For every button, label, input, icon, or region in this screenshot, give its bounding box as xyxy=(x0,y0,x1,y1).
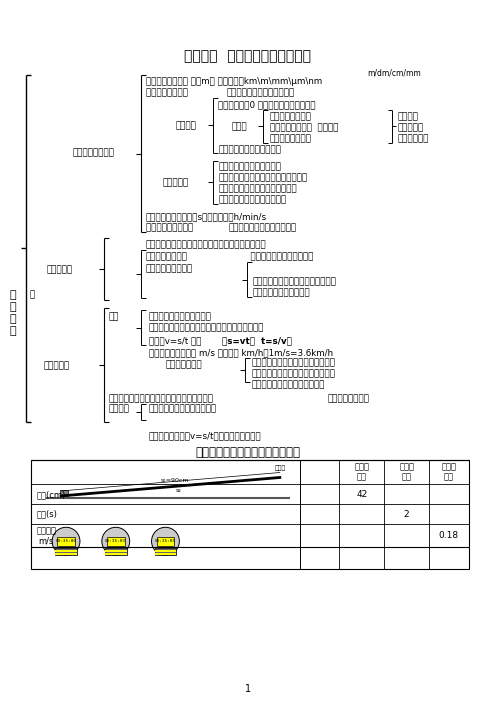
Text: 【最简单的运动】: 【最简单的运动】 xyxy=(327,394,370,403)
Bar xyxy=(31,460,469,569)
Bar xyxy=(55,551,77,552)
Text: 车由甲
至乙: 车由甲 至乙 xyxy=(354,463,370,482)
Text: 单位：国际单位制 米（m） 常用单位：km\m\mm\μm\nm: 单位：国际单位制 米（m） 常用单位：km\m\mm\μm\nm xyxy=(146,77,322,86)
Text: 单位及换算：国际制 m/s 常用单位 km/h；1m/s=3.6km/h: 单位及换算：国际制 m/s 常用单位 km/h；1m/s=3.6km/h xyxy=(149,348,333,357)
Text: 细铜线直径: 细铜线直径 xyxy=(397,123,424,132)
Text: 测量工具：刻度尺: 测量工具：刻度尺 xyxy=(146,88,193,97)
Text: 运: 运 xyxy=(9,314,16,324)
Text: 00:35:03: 00:35:03 xyxy=(105,538,126,543)
Text: 放对：沿着、贴紧: 放对：沿着、贴紧 xyxy=(270,112,312,121)
Text: 时间(s): 时间(s) xyxy=(36,510,57,519)
Text: 参照物：被选作标准的物体: 参照物：被选作标准的物体 xyxy=(245,253,313,261)
Circle shape xyxy=(152,527,180,555)
Text: 1: 1 xyxy=(245,684,251,694)
Text: 长度和时间的测量: 长度和时间的测量 xyxy=(73,149,115,158)
Text: 地图两地距离: 地图两地距离 xyxy=(397,134,429,143)
Text: 参照物的选择：除自身以外的物体、: 参照物的选择：除自身以外的物体、 xyxy=(253,277,337,286)
Text: 械: 械 xyxy=(9,302,16,312)
Bar xyxy=(105,548,126,555)
Text: 误差和错误: 误差和错误 xyxy=(163,178,189,187)
Text: 比较快慢方法：: 比较快慢方法： xyxy=(166,360,202,369)
Text: 运动的描述: 运动的描述 xyxy=(46,265,72,274)
Text: 【最普遍的运动】: 【最普遍的运动】 xyxy=(146,253,187,261)
Text: 路程(cm): 路程(cm) xyxy=(36,490,65,499)
Bar xyxy=(60,490,68,498)
Text: 记录到最小分度值得下一位: 记录到最小分度值得下一位 xyxy=(218,146,281,155)
Bar xyxy=(55,548,77,555)
Bar xyxy=(55,554,77,555)
Bar xyxy=(155,552,177,554)
Text: 车由甲
至丙: 车由甲 至丙 xyxy=(441,463,456,482)
Text: 相同路程，比时间；时间少，速度大: 相同路程，比时间；时间少，速度大 xyxy=(252,369,336,378)
Text: s₁=90cm: s₁=90cm xyxy=(161,479,189,484)
Bar xyxy=(155,554,177,555)
Bar xyxy=(107,537,124,546)
Text: 车由乙
至丙: 车由乙 至丙 xyxy=(399,463,414,482)
Text: 概念：速度在发生变化的运动: 概念：速度在发生变化的运动 xyxy=(149,405,217,413)
Text: 公式：v=s/t 变形: 公式：v=s/t 变形 xyxy=(149,336,206,345)
Text: 实验三：测量物体运动的平均速度: 实验三：测量物体运动的平均速度 xyxy=(195,446,301,458)
Text: 运动和静止的相对性: 运动和静止的相对性 xyxy=(146,265,193,273)
Text: 2: 2 xyxy=(404,510,409,519)
Text: 时间，路程都不同，求平均速度: 时间，路程都不同，求平均速度 xyxy=(252,380,325,389)
Bar xyxy=(57,537,75,546)
Text: 速度: 速度 xyxy=(109,312,119,321)
Text: 真实值与测量值之间的差异: 真实值与测量值之间的差异 xyxy=(218,163,281,172)
Text: 误差不可避免；错误可以避免: 误差不可避免；错误可以避免 xyxy=(218,196,286,204)
Text: 使用前观察：0 刻度；量程；最小分度值: 使用前观察：0 刻度；量程；最小分度值 xyxy=(218,100,316,109)
Text: 定义：速度等于运动物体在单位时间内通过的路程: 定义：速度等于运动物体在单位时间内通过的路程 xyxy=(149,323,264,332)
Text: 【s=vt；  t=s/v】: 【s=vt； t=s/v】 xyxy=(222,336,292,345)
Text: 00:35:00: 00:35:00 xyxy=(56,538,76,543)
Text: 42: 42 xyxy=(356,490,368,499)
Text: 读对：正对刻度线  间接测量: 读对：正对刻度线 间接测量 xyxy=(270,123,338,132)
Text: 00:35:05: 00:35:05 xyxy=(155,538,176,543)
Text: 记对：数字和单位: 记对：数字和单位 xyxy=(270,134,312,143)
Text: 第一章：  《机械运动》知识梳理: 第一章： 《机械运动》知识梳理 xyxy=(185,49,311,63)
Text: 使用时: 使用时 xyxy=(232,122,248,131)
Bar xyxy=(55,552,77,554)
Text: 机械运动：物理学里，把物体位置的变化叫机械运动: 机械运动：物理学里，把物体位置的变化叫机械运动 xyxy=(146,241,266,249)
Bar xyxy=(105,552,126,554)
Text: 机: 机 xyxy=(9,290,16,300)
Text: 运动的快慢: 运动的快慢 xyxy=(43,361,69,370)
Text: 金属片: 金属片 xyxy=(275,465,286,471)
Text: 改进测量方法：选用精密测量工具: 改进测量方法：选用精密测量工具 xyxy=(218,185,297,194)
Text: 动: 动 xyxy=(9,326,16,336)
Text: 【实验二：用停表测量时间】: 【实验二：用停表测量时间】 xyxy=(228,223,297,232)
Text: 变速运动: 变速运动 xyxy=(109,405,130,413)
Text: 平均速度的计算：v=s/t【总路程：总时间】: 平均速度的计算：v=s/t【总路程：总时间】 xyxy=(149,432,261,441)
Text: 【实验一：用刻度尺测长度】: 【实验一：用刻度尺测长度】 xyxy=(226,88,294,97)
Bar xyxy=(105,551,126,552)
Text: 匀速直线运动：物体沿直线做快慢不变的运动: 匀速直线运动：物体沿直线做快慢不变的运动 xyxy=(109,394,214,403)
Text: 意义：表示物体运动的快慢: 意义：表示物体运动的快慢 xyxy=(149,312,212,321)
Text: m/dm/cm/mm: m/dm/cm/mm xyxy=(368,68,421,77)
Text: 运: 运 xyxy=(29,290,35,299)
Bar xyxy=(155,548,177,555)
Bar xyxy=(157,537,175,546)
Bar xyxy=(105,554,126,555)
Text: 相同时间，比路程；路程大，速度快: 相同时间，比路程；路程大，速度快 xyxy=(252,358,336,367)
Text: 正确使用: 正确使用 xyxy=(176,121,196,131)
Text: 单位：国际单位制秒（s）常用单位：h/min/s: 单位：国际单位制秒（s）常用单位：h/min/s xyxy=(146,213,267,222)
Text: 0.18: 0.18 xyxy=(439,531,459,541)
Circle shape xyxy=(102,527,129,555)
Text: 时间测量工具：停表: 时间测量工具：停表 xyxy=(146,223,198,232)
Circle shape xyxy=(52,527,80,555)
Text: 常以静止的物体为参照物: 常以静止的物体为参照物 xyxy=(253,289,310,297)
Text: 圆的直径: 圆的直径 xyxy=(397,112,418,121)
Text: s₂: s₂ xyxy=(176,489,181,494)
Bar xyxy=(155,551,177,552)
Text: 减小误差的方法：多次测量取平均值；: 减小误差的方法：多次测量取平均值； xyxy=(218,173,308,183)
Text: 平均速度
m/s: 平均速度 m/s xyxy=(36,526,56,545)
